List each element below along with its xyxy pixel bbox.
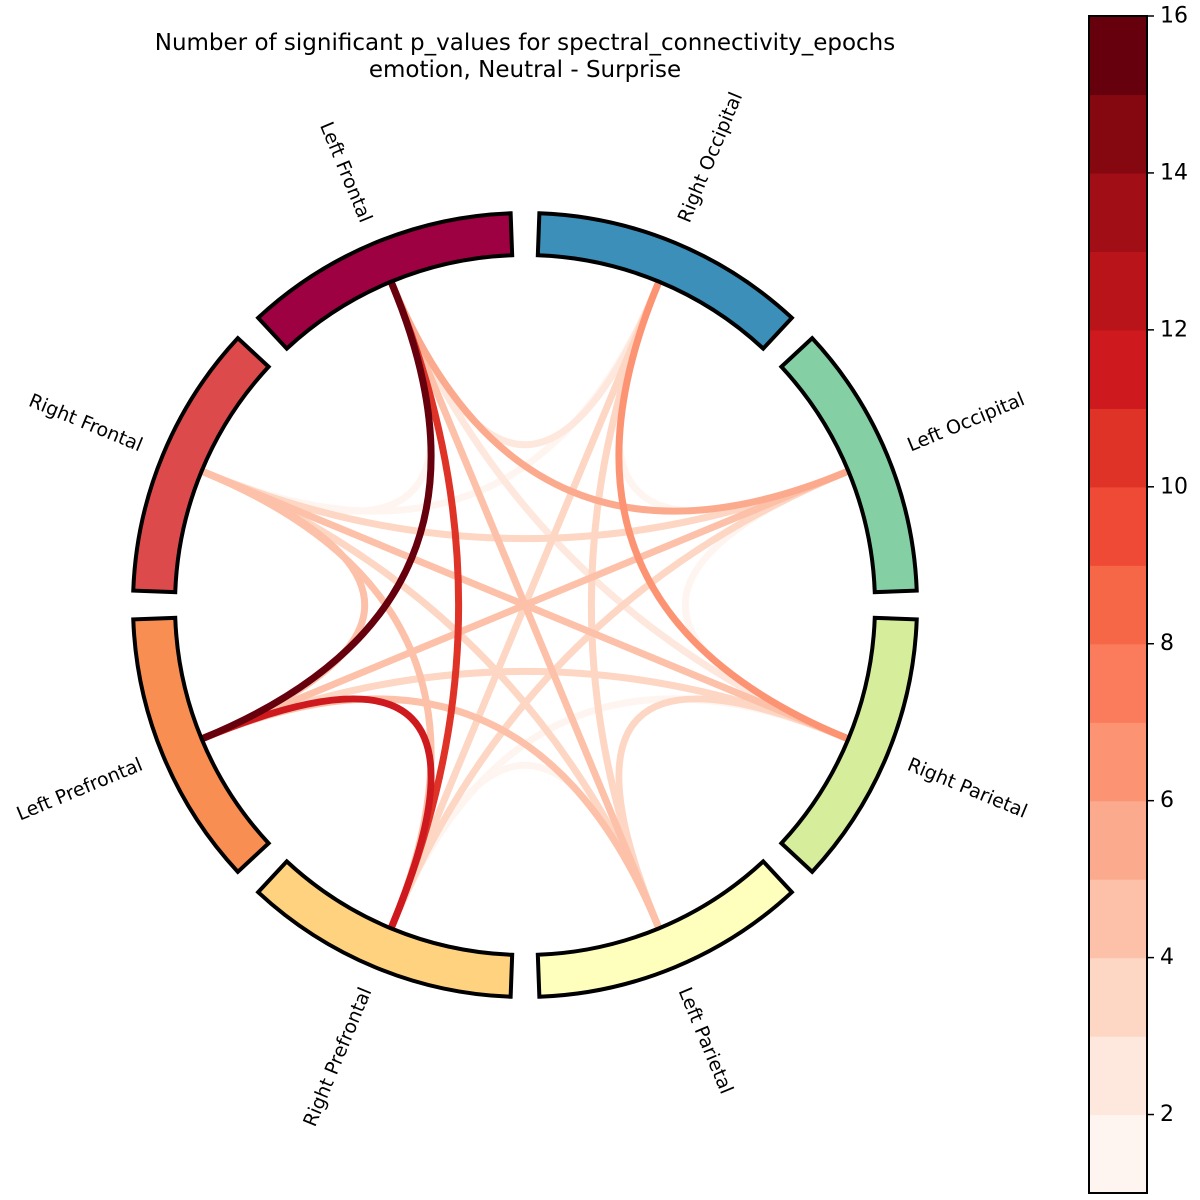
- colorbar-band: [1089, 251, 1147, 331]
- colorbar-band: [1089, 879, 1147, 959]
- segment-left-occipital: [778, 335, 919, 595]
- segment-right-parietal: [778, 615, 919, 875]
- colorbar-tick-label: 10: [1160, 474, 1188, 499]
- colorbar-band: [1089, 722, 1147, 802]
- colorbar-band: [1089, 172, 1147, 252]
- connection-links: [200, 280, 850, 930]
- colorbar: 2 4 6 8 10 12 14 16: [1088, 4, 1188, 1194]
- link-right-occipital-right-parietal: [615, 280, 850, 742]
- colorbar-tick-label: 4: [1160, 945, 1174, 970]
- colorbar-band: [1089, 486, 1147, 566]
- label-right-parietal: Right Parietal: [904, 754, 1030, 823]
- link-left-occipital-right-prefrontal: [388, 468, 850, 930]
- label-left-prefrontal: Left Prefrontal: [13, 754, 145, 826]
- chart-title: Number of significant p_values for spect…: [125, 30, 925, 84]
- link-left-frontal-left-occipital: [388, 280, 850, 515]
- colorbar-band: [1089, 1114, 1147, 1194]
- label-left-occipital: Left Occipital: [904, 388, 1028, 456]
- colorbar-tick-label: 16: [1160, 4, 1188, 29]
- chart-title-line1: Number of significant p_values for spect…: [154, 30, 896, 56]
- colorbar-band: [1089, 800, 1147, 880]
- label-right-frontal: Right Frontal: [26, 390, 146, 457]
- colorbar-tick-label: 14: [1160, 160, 1188, 185]
- colorbar-band: [1089, 643, 1147, 723]
- colorbar-tick-label: 6: [1160, 788, 1174, 813]
- segment-left-parietal: [535, 858, 795, 999]
- node-segments: [131, 211, 919, 999]
- link-left-frontal-left-prefrontal: [200, 280, 435, 742]
- colorbar-band: [1089, 957, 1147, 1037]
- label-left-parietal: Left Parietal: [674, 984, 738, 1097]
- segment-right-occipital: [535, 211, 795, 352]
- segment-right-frontal: [131, 335, 272, 595]
- segment-right-prefrontal: [255, 858, 515, 999]
- colorbar-band: [1089, 329, 1147, 409]
- colorbar-tick-label: 12: [1160, 317, 1188, 342]
- colorbar-band: [1089, 1036, 1147, 1116]
- colorbar-band: [1089, 94, 1147, 174]
- link-left-parietal-right-frontal: [200, 468, 662, 930]
- colorbar-tick-label: 2: [1160, 1102, 1174, 1127]
- colorbar-tick-label: 8: [1160, 631, 1174, 656]
- label-left-frontal: Left Frontal: [315, 119, 376, 226]
- link-left-prefrontal-right-prefrontal: [200, 695, 435, 930]
- chart-title-line2: emotion, Neutral - Surprise: [368, 57, 682, 83]
- link-right-parietal-right-frontal: [200, 468, 850, 742]
- label-right-occipital: Right Occipital: [674, 89, 747, 226]
- link-right-parietal-left-frontal: [388, 280, 850, 742]
- colorbar-frame: [1088, 15, 1148, 1194]
- colorbar-band: [1089, 16, 1147, 96]
- colorbar-band: [1089, 565, 1147, 645]
- segment-left-frontal: [255, 211, 515, 352]
- label-right-prefrontal: Right Prefrontal: [299, 984, 376, 1130]
- segment-left-prefrontal: [131, 615, 272, 875]
- colorbar-band: [1089, 408, 1147, 488]
